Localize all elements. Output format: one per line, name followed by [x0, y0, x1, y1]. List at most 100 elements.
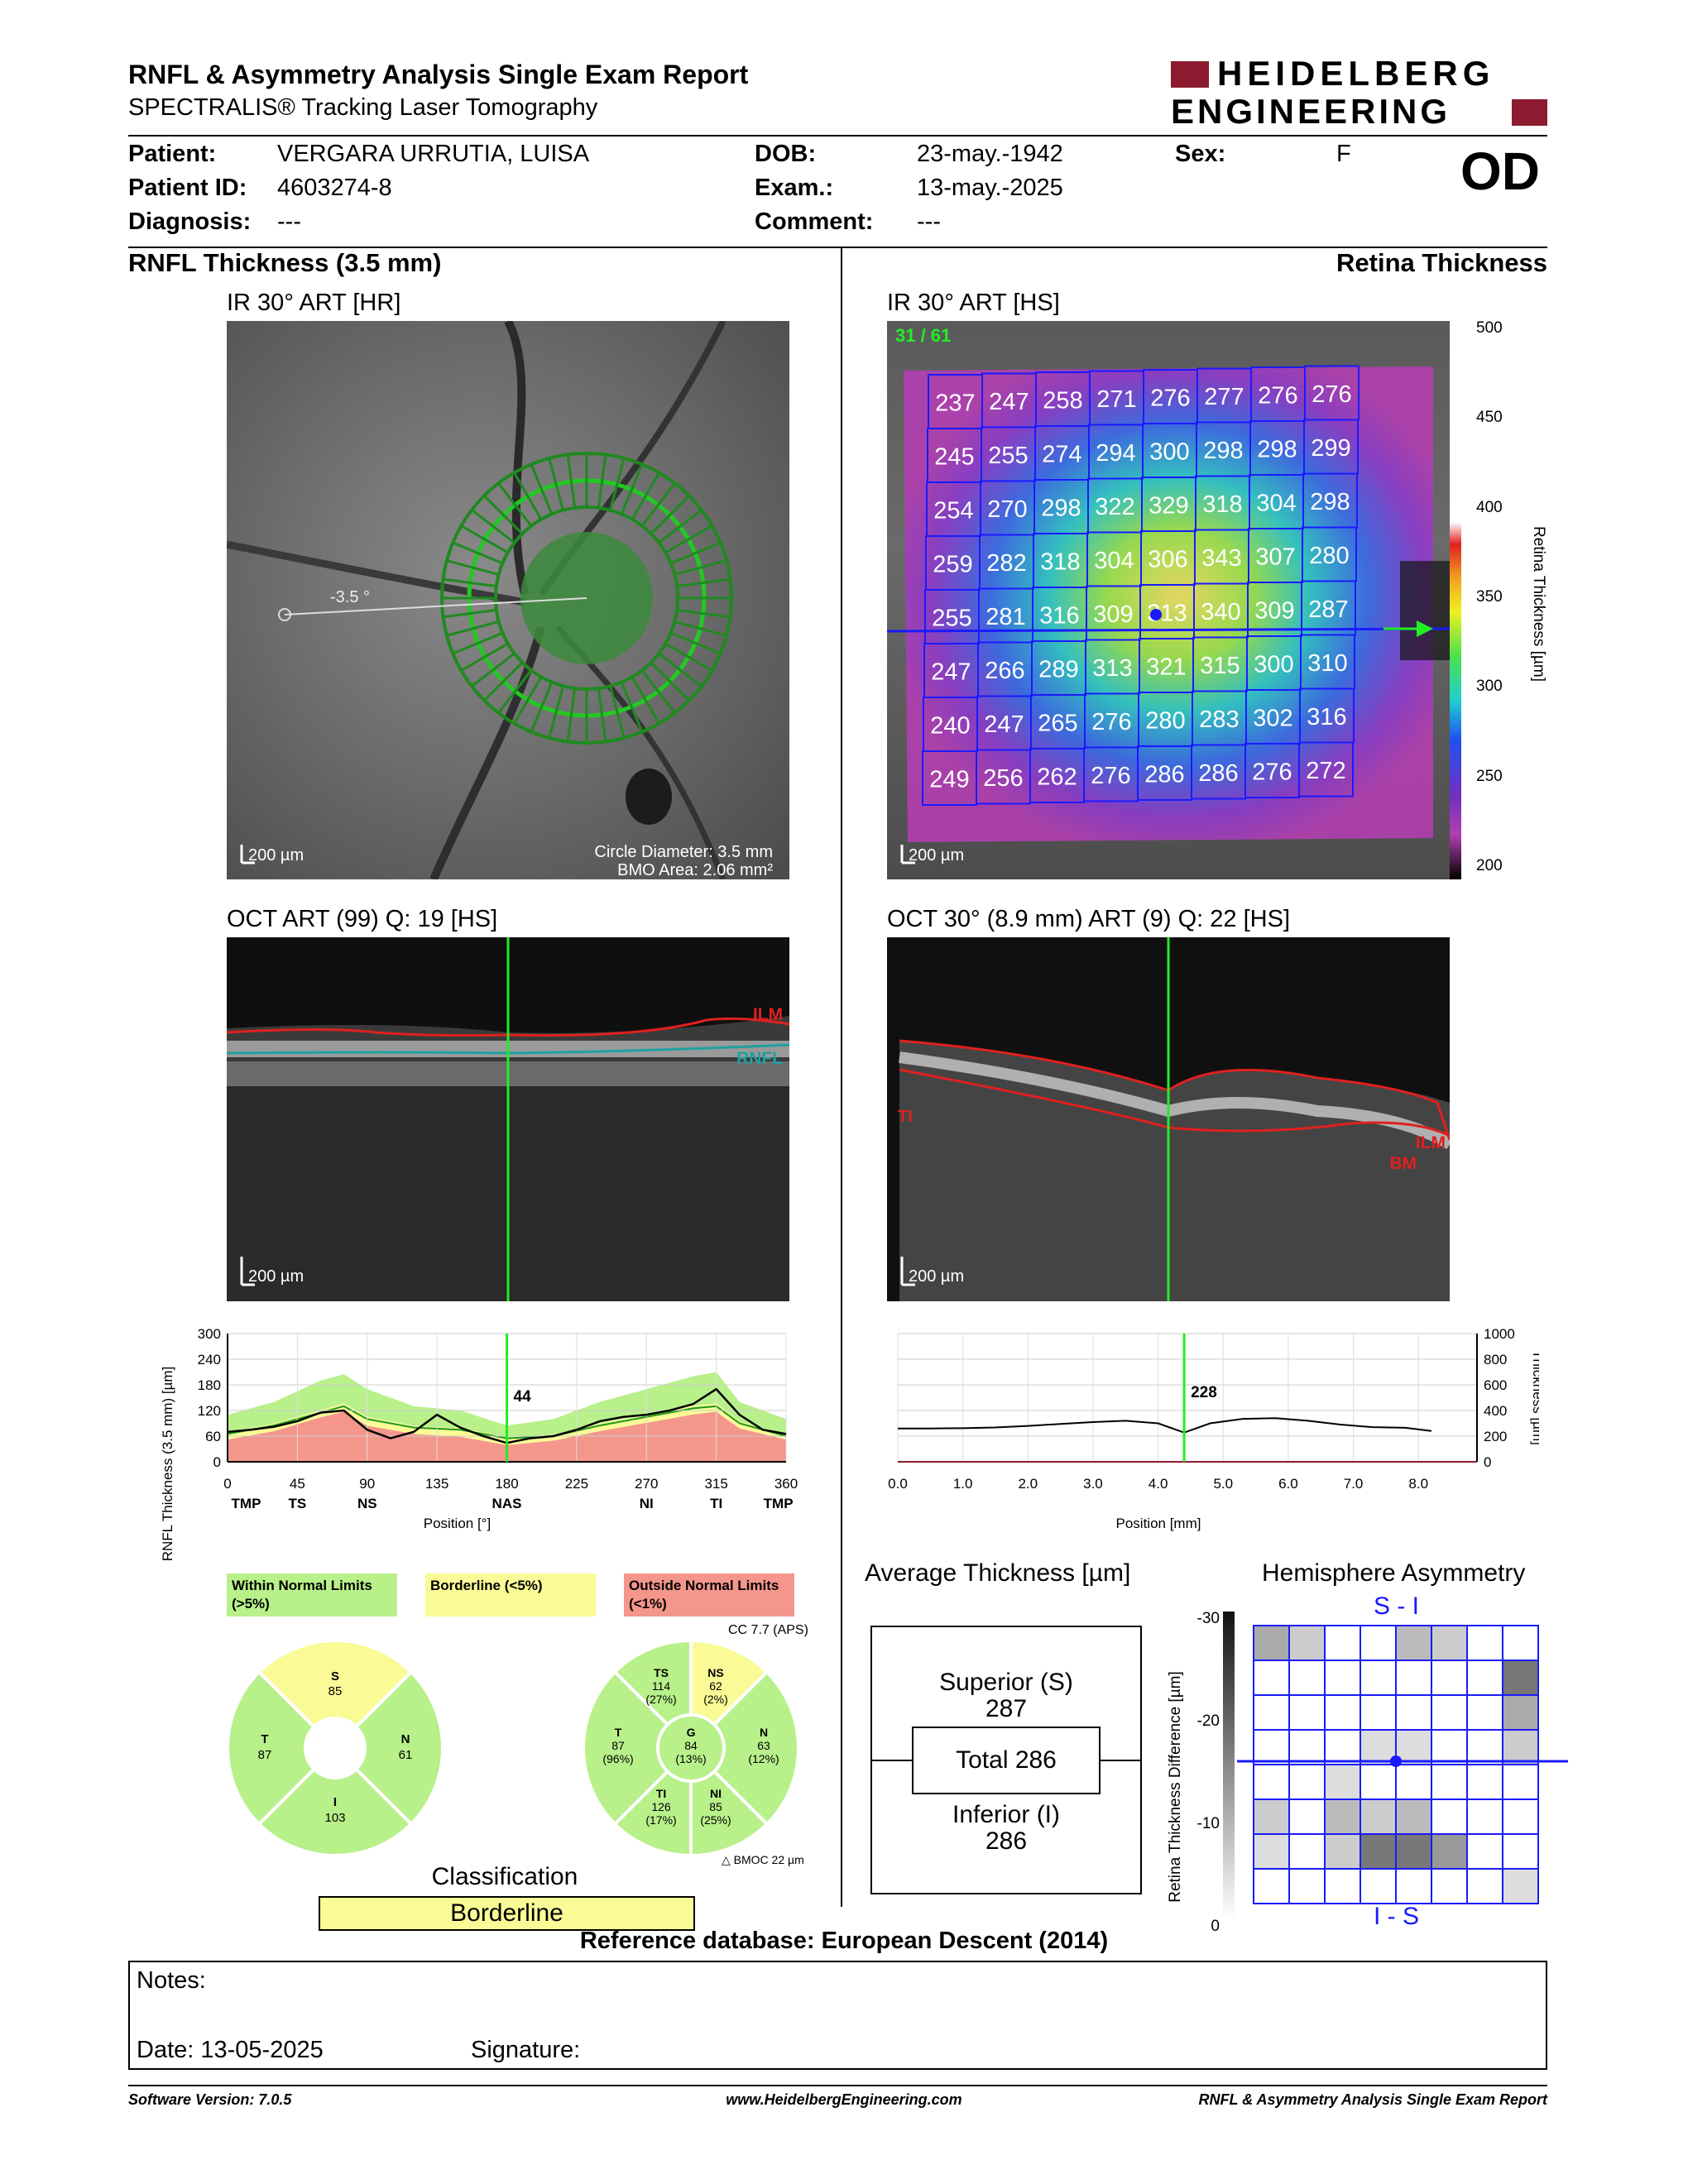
patient-label: Patient:	[128, 141, 217, 167]
heidelberg-logo: HEIDELBERG ENGINEERING	[1171, 55, 1547, 131]
ir-angle-label: -3.5 °	[330, 588, 370, 606]
colorbar-tick: 300	[1476, 678, 1503, 696]
grid-cell-value: 255	[932, 606, 971, 632]
asymmetry-cell	[1360, 1798, 1397, 1835]
y-tick: 200	[1484, 1429, 1507, 1444]
legend-wnl: Within Normal Limits (>5%)	[227, 1573, 397, 1616]
c2-n-v: 63	[757, 1739, 770, 1752]
asymmetry-cell	[1502, 1625, 1539, 1661]
asymmetry-cell	[1466, 1729, 1503, 1765]
y-tick: 60	[205, 1429, 221, 1444]
sex-value: F	[1336, 141, 1351, 167]
oct-tl-label: TI	[898, 1108, 913, 1126]
rnfl-thickness-chart: 300 240 180 120 60 00 45 90 135 180 225 270 315 360 44…	[160, 1326, 798, 1562]
comment-value: ---	[917, 208, 941, 235]
grid-cell-value: 254	[933, 498, 973, 524]
asymmetry-ticks: -30 -20 -10 0	[1183, 1610, 1223, 1935]
patient-value: VERGARA URRUTIA, LUISA	[277, 141, 590, 167]
oct-ilm-label: ILM	[753, 1005, 783, 1024]
asymmetry-cell	[1324, 1660, 1361, 1696]
asymmetry-cell	[1466, 1694, 1503, 1731]
x-tick: 4.0	[1149, 1476, 1168, 1492]
grid-cell-value: 266	[985, 658, 1024, 684]
ir-circle-diameter: Circle Diameter: 3.5 mm	[594, 843, 773, 861]
ir-scale-left: 200 µm	[248, 846, 304, 864]
grid-cell-value: 313	[1092, 655, 1132, 682]
avg-inferior-value: 286	[985, 1827, 1028, 1855]
asymmetry-cell	[1502, 1694, 1539, 1731]
footer-url[interactable]: www.HeidelbergEngineering.com	[726, 2091, 962, 2108]
grid-cell-value: 329	[1149, 493, 1188, 520]
asymmetry-cell	[1502, 1868, 1539, 1904]
notes-label: Notes:	[137, 1967, 206, 1994]
reference-database: Reference database: European Descent (20…	[579, 1928, 1109, 1954]
grid-cell-value: 245	[934, 444, 974, 471]
comment-label: Comment:	[755, 208, 874, 235]
grid-cell-value: 340	[1201, 599, 1240, 625]
grid-cell-value: 276	[1091, 709, 1131, 735]
asymmetry-cell	[1431, 1798, 1468, 1835]
colorbar-label: Retina Thickness [µm]	[1530, 526, 1547, 682]
avg-inferior-label: Inferior (I)	[952, 1801, 1061, 1828]
x-tick: 5.0	[1213, 1476, 1233, 1492]
ir-fundus-image-right: 237 247 258 271 276 277 276 276 245 255 274 294 300 2…	[887, 321, 1450, 879]
asymmetry-cell	[1395, 1625, 1432, 1661]
asymmetry-cell	[1466, 1660, 1503, 1696]
c2-ns-p: (2%)	[703, 1693, 728, 1706]
sector-label: TMP	[764, 1496, 794, 1511]
c2-ni-p: (25%)	[700, 1813, 731, 1827]
grid-cell-value: 272	[1306, 758, 1345, 784]
asymmetry-bottom-label: I - S	[1374, 1903, 1420, 1930]
grid-cell-value: 258	[1043, 388, 1082, 414]
x-tick: 7.0	[1344, 1476, 1364, 1492]
diagnosis-label: Diagnosis:	[128, 208, 252, 235]
grid-cell-value: 237	[935, 390, 975, 417]
exam-label: Exam.:	[755, 175, 834, 201]
footer-version: Software Version: 7.0.5	[128, 2091, 292, 2108]
x-axis-label: Position [mm]	[1116, 1516, 1201, 1531]
x-tick: 1.0	[953, 1476, 973, 1492]
y-tick: 240	[198, 1352, 221, 1367]
grid-cell-value: 304	[1094, 548, 1134, 574]
sector-label: NS	[357, 1496, 377, 1511]
sector-label: NI	[640, 1496, 654, 1511]
asymmetry-cell	[1395, 1694, 1432, 1731]
x-tick: 270	[635, 1476, 658, 1492]
grid-cell-value: 322	[1095, 494, 1134, 520]
asymmetry-cell	[1360, 1764, 1397, 1800]
asymmetry-cell	[1253, 1729, 1290, 1765]
colorbar-ticks: 500 450 400 350 300 250 200	[1465, 319, 1514, 879]
grid-cell-value: 286	[1198, 760, 1238, 787]
asymmetry-cell	[1360, 1833, 1397, 1870]
asymmetry-cell	[1502, 1729, 1539, 1765]
c1-i-val: 103	[324, 1811, 345, 1825]
c1-s-val: 85	[328, 1684, 343, 1698]
grid-cell-value: 255	[988, 443, 1028, 469]
c2-t-p: (96%)	[602, 1752, 633, 1765]
grid-cell-value: 289	[1038, 657, 1078, 683]
c2-t-v: 87	[611, 1739, 625, 1752]
asymmetry-cell	[1288, 1729, 1326, 1765]
asymmetry-tick: 0	[1211, 1918, 1220, 1935]
legend-borderline: Borderline (<5%)	[425, 1573, 596, 1616]
asymmetry-cell	[1288, 1798, 1326, 1835]
asymmetry-cell	[1360, 1868, 1397, 1904]
grid-cell-value: 286	[1144, 762, 1184, 788]
oct-scale-left: 200 µm	[248, 1267, 304, 1286]
notes-box[interactable]: Notes: Date: 13-05-2025 Signature:	[128, 1961, 1547, 2070]
y-axis-label: RNFL Thickness (3.5 mm) [µm]	[160, 1367, 175, 1562]
grid-cell-value: 276	[1150, 386, 1190, 412]
c2-n-p: (12%)	[748, 1752, 779, 1765]
grid-cell-value: 249	[929, 767, 969, 793]
asymmetry-cell	[1466, 1625, 1503, 1661]
scan-counter: 31 / 61	[895, 325, 951, 346]
asymmetry-cell	[1466, 1798, 1503, 1835]
y-tick: 180	[198, 1377, 221, 1393]
asymmetry-cell	[1324, 1625, 1361, 1661]
oct-bm-label: BM	[1389, 1154, 1417, 1173]
c2-ts: TS	[654, 1666, 669, 1679]
grid-cell-value: 265	[1038, 711, 1077, 737]
grid-cell-value: 294	[1096, 440, 1135, 467]
c1-n: N	[401, 1732, 410, 1746]
grid-cell-value: 262	[1037, 764, 1077, 791]
